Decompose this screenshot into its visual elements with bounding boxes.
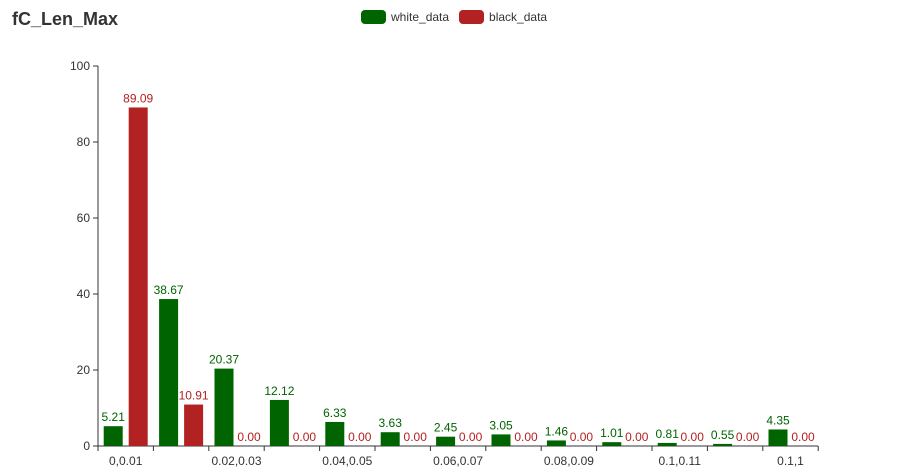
data-label-white-data: 6.33 [323,406,347,420]
x-tick-label: 0.02,0.03 [211,454,261,468]
legend-label-white-data: white_data [391,10,450,24]
data-label-white-data: 3.63 [379,416,403,430]
x-tick-label: 0.1,1 [777,454,804,468]
bar-white-data [491,434,511,446]
data-label-white-data: 38.67 [154,283,184,297]
y-tick-label: 100 [70,59,90,73]
data-label-black-data: 89.09 [123,91,153,105]
x-tick-label: 0.06,0.07 [433,454,483,468]
data-label-black-data: 0.00 [736,430,760,444]
data-label-black-data: 0.00 [681,430,705,444]
y-tick-label: 60 [77,211,91,225]
y-tick-label: 0 [83,439,90,453]
data-label-white-data: 4.35 [766,413,790,427]
data-label-black-data: 0.00 [404,430,428,444]
y-tick-label: 20 [77,363,91,377]
data-label-black-data: 0.00 [459,430,483,444]
data-label-black-data: 0.00 [293,430,317,444]
bar-white-data [768,429,788,446]
legend-label-black-data: black_data [489,10,548,24]
bar-white-data [214,368,234,446]
data-label-white-data: 20.37 [209,353,239,367]
data-label-white-data: 0.81 [656,427,680,441]
y-tick-label: 40 [77,287,91,301]
data-label-black-data: 0.00 [348,430,372,444]
chart-legend: white_data black_data [361,10,557,24]
bar-black-data [128,107,148,446]
bar-white-data [159,299,179,446]
bar-white-data [546,440,566,446]
y-tick-label: 80 [77,135,91,149]
data-label-white-data: 3.05 [489,418,513,432]
data-label-black-data: 0.00 [570,430,594,444]
data-label-black-data: 0.00 [514,430,538,444]
data-label-white-data: 5.21 [102,410,126,424]
legend-item-black-data[interactable]: black_data [459,10,547,24]
legend-item-white-data[interactable]: white_data [361,10,449,24]
data-label-white-data: 0.55 [711,428,735,442]
data-label-white-data: 12.12 [264,384,294,398]
chart-title: fC_Len_Max [12,9,119,29]
data-label-black-data: 0.00 [791,430,815,444]
bar-white-data [436,436,456,446]
data-label-black-data: 0.00 [237,430,261,444]
bar-white-data [269,399,289,446]
bar-white-data [713,443,733,446]
bar-white-data [657,442,677,446]
x-tick-label: 0.04,0.05 [322,454,372,468]
legend-swatch-black-data [459,10,485,24]
bar-black-data [184,404,204,446]
x-tick-label: 0.08,0.09 [544,454,594,468]
data-label-white-data: 2.45 [434,421,458,435]
bar-white-data [380,432,400,446]
bar-white-data [325,421,345,446]
legend-swatch-white-data [361,10,386,24]
data-label-black-data: 0.00 [625,430,649,444]
data-label-white-data: 1.01 [600,426,624,440]
bar-white-data [602,442,622,446]
data-label-white-data: 1.46 [545,424,569,438]
bar-white-data [103,426,123,446]
data-label-black-data: 10.91 [179,389,209,403]
x-tick-label: 0.1,0.11 [658,454,701,468]
x-tick-label: 0,0.01 [109,454,143,468]
